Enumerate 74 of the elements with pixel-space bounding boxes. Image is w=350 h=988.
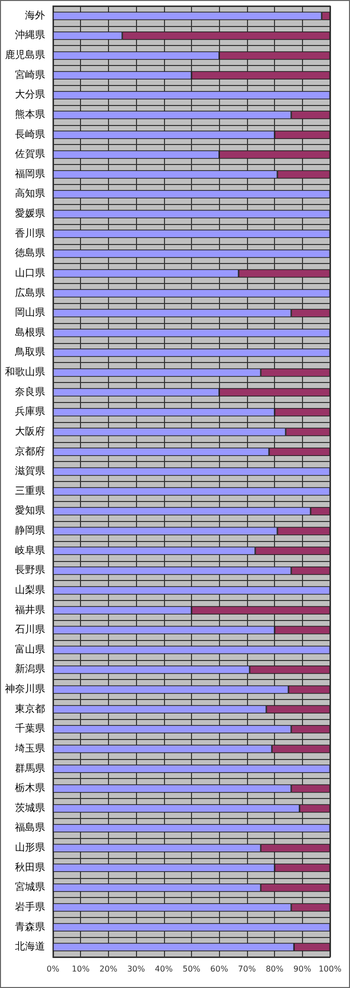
y-tick-label: 和歌山県 [5,366,45,378]
y-tick-label: 奈良県 [15,386,45,398]
y-tick-label: 栃木県 [15,782,45,794]
y-tick-label: 静岡県 [15,524,45,537]
y-tick-label: 茨城県 [15,802,45,814]
y-tick-label: 埼玉県 [14,742,45,754]
y-tick-label: 岐阜県 [15,544,45,556]
bar [53,230,330,238]
y-tick-label: 青森県 [15,920,45,933]
y-tick-label: 鹿児島県 [5,49,45,62]
y-tick-label: 山梨県 [15,584,45,596]
y-tick-label: 山口県 [15,266,45,279]
y-tick-label: 熊本県 [15,108,45,120]
y-tick-label: 石川県 [15,624,45,636]
x-tick-label: 50% [182,964,201,974]
y-tick-label: 岡山県 [15,306,45,319]
y-tick-label: 香川県 [15,227,45,240]
y-tick-label: 神奈川県 [5,683,45,696]
y-tick-label: 大阪府 [15,425,45,438]
y-tick-label: 島根県 [15,326,45,338]
y-tick-label: 新潟県 [15,663,45,676]
bar [53,328,330,338]
bar [53,348,330,357]
y-tick-label: 群馬県 [15,762,45,774]
y-tick-label: 長野県 [15,565,45,576]
bar [53,923,330,932]
y-tick-label: 大分県 [15,88,45,101]
y-tick-label: 佐賀県 [15,148,45,160]
bar [53,289,330,298]
y-tick-label: 徳島県 [15,247,45,260]
y-tick-label: 愛知県 [15,504,45,517]
bar [53,467,330,476]
bar [53,190,330,198]
bar [53,249,330,258]
bar [53,210,330,218]
bar [53,824,330,832]
y-tick-label: 富山県 [15,643,45,656]
y-tick-label: 広島県 [15,286,45,299]
x-tick-label: 20% [100,964,118,974]
y-tick-label: 秋田県 [15,861,45,874]
y-tick-label: 宮城県 [15,881,45,894]
y-tick-label: 山形県 [15,842,45,854]
x-tick-label: 90% [293,964,312,974]
y-tick-label: 岩手県 [15,900,45,913]
y-tick-label: 福井県 [15,604,45,616]
y-tick-label: 高知県 [15,188,45,200]
y-tick-label: 沖縄県 [15,29,45,42]
x-tick-label: 0% [46,964,60,974]
y-tick-label: 福岡県 [15,168,45,180]
y-tick-label: 長崎県 [15,128,45,140]
x-tick-label: 80% [266,964,284,974]
bar [53,90,330,100]
y-tick-label: 東京都 [15,702,45,715]
bar [53,586,330,595]
y-tick-label: 海外 [25,9,45,22]
y-tick-label: 福島県 [15,822,45,834]
x-tick-label: 30% [127,964,146,974]
x-tick-label: 40% [154,964,174,974]
bar [53,487,330,496]
y-tick-label: 北海道 [15,940,45,953]
y-tick-label: 滋賀県 [15,465,45,478]
y-tick-label: 愛媛県 [15,208,45,220]
x-tick-label: 70% [238,964,256,974]
y-tick-label: 兵庫県 [15,406,45,418]
bar [53,764,330,773]
y-tick-label: 千葉県 [15,722,45,735]
y-tick-label: 鳥取県 [14,346,45,358]
x-tick-label: 10% [72,964,90,974]
bar [53,646,330,654]
x-tick-label: 100% [318,964,342,974]
y-tick-label: 三重県 [15,484,45,497]
y-tick-label: 京都府 [15,445,45,458]
y-tick-label: 宮崎県 [15,68,45,81]
x-tick-label: 60% [210,964,228,974]
